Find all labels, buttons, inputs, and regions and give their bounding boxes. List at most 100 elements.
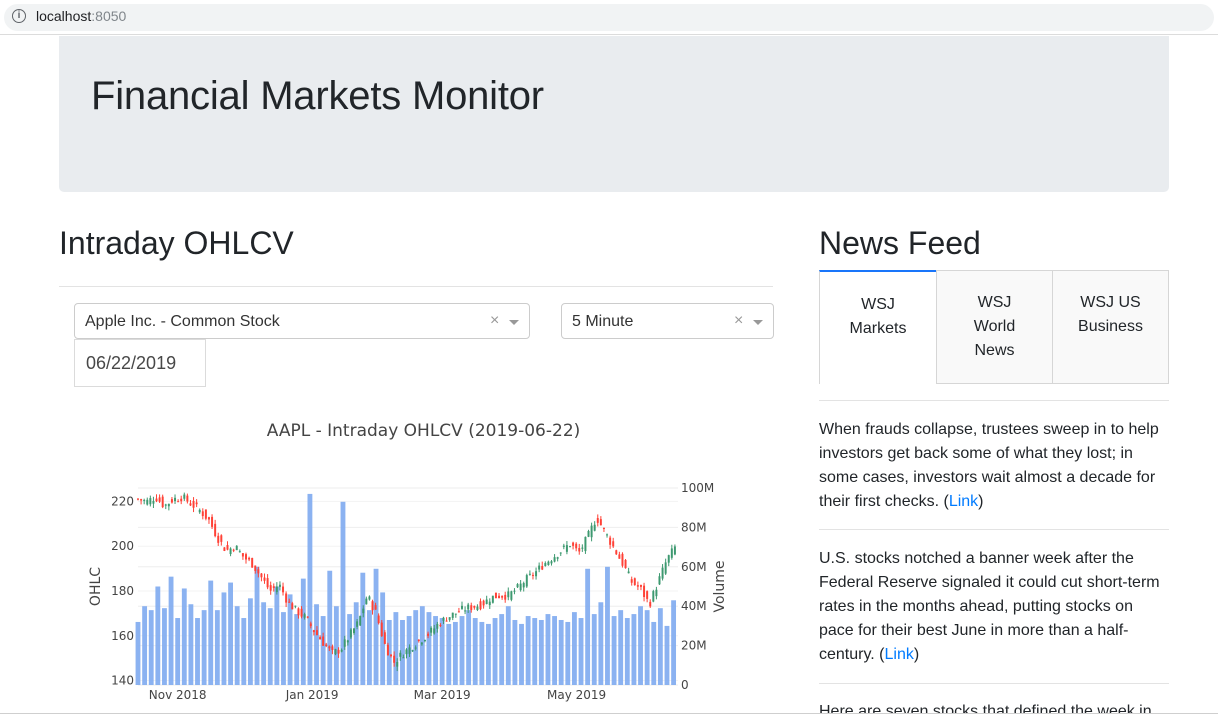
volume-bar: [492, 618, 498, 685]
candle-body: [331, 646, 334, 650]
volume-bar: [201, 610, 207, 685]
url-port: :8050: [91, 8, 127, 24]
candle-body: [593, 524, 596, 531]
volume-bar: [624, 618, 630, 685]
volume-bar: [307, 493, 313, 685]
volume-bar: [611, 616, 617, 685]
candle-body: [479, 601, 482, 610]
url-text[interactable]: localhost:8050: [36, 8, 126, 24]
candle-body: [451, 612, 454, 618]
candle-body: [328, 646, 331, 649]
candle-body: [254, 565, 257, 571]
candle-body: [627, 571, 630, 574]
candle-body: [572, 542, 575, 546]
volume-bar: [393, 612, 399, 685]
clear-icon[interactable]: ×: [490, 312, 500, 329]
candle-body: [606, 534, 609, 536]
browser-address-bar[interactable]: i localhost:8050: [0, 0, 1218, 35]
candle-body: [334, 649, 337, 655]
candle-body: [371, 601, 374, 611]
candle-body: [473, 605, 476, 608]
candle-body: [575, 543, 578, 549]
candle-body: [309, 623, 312, 627]
y-axis-title-right: Volume: [712, 560, 728, 612]
candle-body: [146, 499, 149, 505]
url-pill[interactable]: [4, 4, 1214, 31]
stock-select[interactable]: Apple Inc. - Common Stock ×: [74, 303, 530, 339]
volume-bar: [519, 623, 524, 685]
candle-body: [599, 519, 602, 526]
candle-body: [636, 585, 639, 587]
x-tick-label: Jan 2019: [285, 688, 339, 702]
volume-bar: [585, 568, 591, 685]
volume-bar: [347, 614, 353, 685]
volume-bar: [664, 625, 670, 685]
candle-body: [186, 495, 189, 502]
left-tick-label: 200: [111, 539, 134, 553]
candle-body: [183, 494, 186, 499]
candle-body: [325, 644, 328, 647]
candle-body: [353, 628, 355, 634]
candle-body: [624, 559, 627, 569]
interval-select[interactable]: 5 Minute ×: [561, 303, 774, 339]
header-jumbotron: Financial Markets Monitor: [59, 36, 1169, 192]
candle-body: [149, 498, 152, 505]
candle-body: [442, 617, 445, 621]
candle-body: [427, 633, 430, 636]
candle-body: [667, 555, 670, 563]
volume-bar: [300, 578, 306, 685]
candle-body: [423, 640, 426, 642]
news-item: When frauds collapse, trustees sweep in …: [819, 418, 1169, 514]
candle-body: [291, 603, 294, 610]
clear-icon[interactable]: ×: [734, 312, 744, 329]
volume-bar: [281, 612, 286, 685]
candle-body: [535, 571, 538, 577]
candle-body: [417, 639, 420, 641]
candle-body: [652, 591, 655, 602]
candle-body: [420, 642, 423, 645]
volume-bar: [367, 610, 372, 685]
volume-bar: [565, 621, 571, 685]
candle-body: [170, 499, 173, 503]
site-info-icon[interactable]: i: [12, 9, 26, 23]
news-link[interactable]: Link: [948, 493, 979, 510]
volume-bar: [380, 592, 386, 685]
ohlcv-chart[interactable]: 0 20M 40M 60M 80M 100M 140 160 180 200 220 Nov 2018…: [80, 470, 740, 710]
candle-body: [507, 591, 510, 598]
candle-body: [550, 561, 553, 564]
volume-bar: [142, 606, 148, 685]
chevron-down-icon[interactable]: [509, 320, 519, 325]
volume-bar: [505, 606, 511, 685]
divider: [819, 683, 1169, 684]
tab-wsj-us-business[interactable]: WSJ US Business: [1052, 270, 1169, 384]
candle-body: [457, 611, 460, 613]
page-title: Financial Markets Monitor: [91, 74, 544, 118]
right-tick-label: 0: [681, 678, 689, 692]
chevron-down-icon[interactable]: [753, 320, 763, 325]
tab-wsj-markets[interactable]: WSJ Markets: [819, 270, 937, 384]
volume-bar: [657, 608, 663, 685]
candle-body: [439, 625, 442, 627]
url-host: localhost: [36, 8, 92, 24]
candle-body: [204, 509, 207, 519]
candle-body: [235, 545, 238, 551]
volume-bar: [234, 606, 240, 685]
date-value: 06/22/2019: [86, 353, 177, 373]
tab-label-line: WSJ: [977, 294, 1012, 311]
candle-body: [649, 601, 652, 607]
candle-body: [232, 549, 235, 551]
volume-bar: [135, 621, 141, 685]
date-picker[interactable]: 06/22/2019: [74, 339, 206, 387]
candle-body: [174, 497, 177, 502]
candle-body: [337, 649, 340, 654]
candle-body: [541, 566, 544, 570]
news-link[interactable]: Link: [884, 646, 914, 663]
volume-bar: [452, 621, 458, 685]
right-tick-label: 80M: [681, 520, 707, 534]
candle-body: [482, 600, 485, 606]
volume-bar: [148, 610, 154, 685]
tab-wsj-world-news[interactable]: WSJ World News: [936, 270, 1053, 384]
candle-body: [229, 548, 232, 555]
candle-body: [491, 595, 494, 603]
y-axis-title-left: OHLC: [88, 567, 104, 606]
